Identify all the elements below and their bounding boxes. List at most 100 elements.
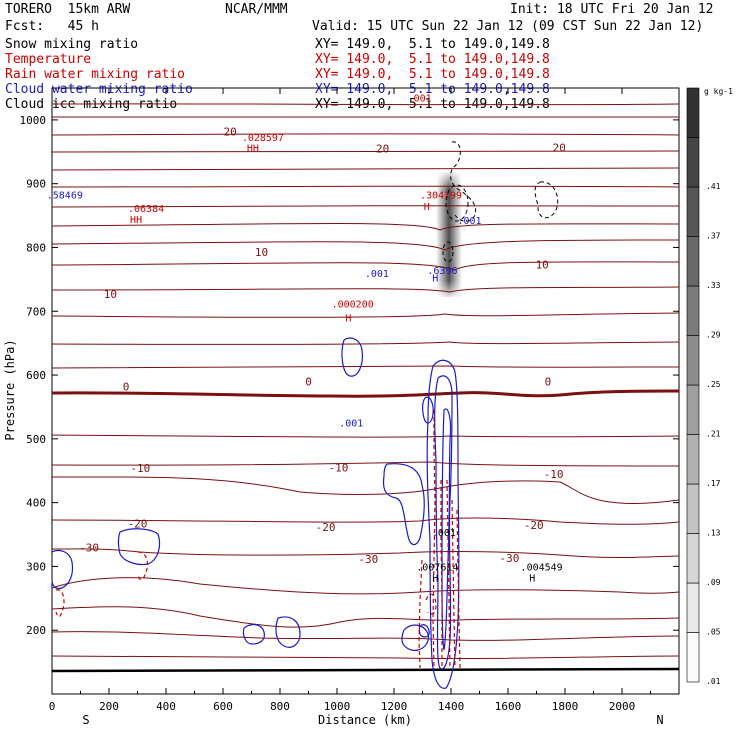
field-label: .000200 bbox=[332, 300, 374, 311]
temperature-label: -20 bbox=[128, 518, 148, 531]
temperature-label: 0 bbox=[305, 375, 312, 388]
field-1-name: Temperature bbox=[5, 52, 92, 67]
x-tick-label: 1000 bbox=[324, 700, 351, 713]
right-endpoint: N bbox=[656, 713, 663, 727]
field-label: H bbox=[432, 273, 438, 284]
y-tick-label: 700 bbox=[26, 305, 46, 318]
field-label: .001 bbox=[457, 216, 481, 227]
field-1-xy: XY= 149.0, 5.1 to 149.0,149.8 bbox=[315, 52, 550, 67]
field-4-name: Cloud ice mixing ratio bbox=[5, 97, 178, 112]
field-0-xy: XY= 149.0, 5.1 to 149.0,149.8 bbox=[315, 37, 550, 52]
temperature-label: 20 bbox=[224, 125, 237, 138]
x-tick-label: 0 bbox=[49, 700, 56, 713]
temperature-label: 10 bbox=[104, 288, 117, 301]
isotherm bbox=[51, 434, 680, 438]
y-tick-label: 200 bbox=[26, 624, 46, 637]
y-tick-label: 1000 bbox=[20, 114, 47, 127]
colorbar-segment bbox=[686, 335, 700, 386]
colorbar-label: .17 bbox=[706, 479, 721, 488]
x-axis: 0 200 400 600 800 1000 1200 1400 1600 1800 2000 bbox=[49, 88, 651, 713]
field-label: H bbox=[529, 573, 535, 584]
y-tick-label: 400 bbox=[26, 497, 46, 510]
temperature-label: 0 bbox=[123, 381, 130, 394]
isotherm bbox=[51, 365, 680, 369]
isotherm bbox=[51, 150, 680, 153]
field-label: .001 bbox=[339, 418, 363, 429]
forecast-hour: Fcst: 45 h bbox=[5, 19, 99, 34]
x-tick-label: 2000 bbox=[609, 700, 636, 713]
field-label: HH bbox=[247, 143, 259, 154]
temperature-label: 10 bbox=[536, 259, 549, 272]
colorbar-segment bbox=[686, 236, 700, 287]
isotherm bbox=[51, 261, 680, 271]
y-tick-label: 300 bbox=[26, 560, 46, 573]
isotherm bbox=[51, 205, 680, 208]
x-axis-label: Distance (km) bbox=[318, 713, 412, 727]
init-time: Init: 18 UTC Fri 20 Jan 12 bbox=[510, 2, 714, 17]
isotherm bbox=[51, 655, 680, 660]
y-tick-label: 500 bbox=[26, 433, 46, 446]
colorbar-label: .05 bbox=[706, 628, 721, 637]
field-2-name: Rain water mixing ratio bbox=[5, 67, 186, 82]
field-label: .58469 bbox=[47, 191, 83, 202]
x-tick-label: 600 bbox=[213, 700, 233, 713]
temperature-contours bbox=[51, 103, 680, 660]
x-tick-label: 800 bbox=[270, 700, 290, 713]
temperature-label: -20 bbox=[316, 521, 336, 534]
colorbar-segment bbox=[686, 632, 700, 683]
y-tick-label: 800 bbox=[26, 241, 46, 254]
field-label: .304199 bbox=[420, 191, 462, 202]
colorbar-label: .33 bbox=[706, 281, 721, 290]
temperature-label: -10 bbox=[328, 462, 348, 475]
field-label: .004549 bbox=[521, 562, 563, 573]
colorbar-label: .29 bbox=[706, 331, 721, 340]
ice-contours bbox=[442, 141, 559, 263]
temperature-label: -30 bbox=[358, 553, 378, 566]
colorbar-label: .25 bbox=[706, 380, 721, 389]
valid-time: Valid: 15 UTC Sun 22 Jan 12 (09 CST Sun … bbox=[312, 19, 704, 34]
field-label: HH bbox=[130, 215, 142, 226]
field-3-name: Cloud water mixing ratio bbox=[5, 82, 193, 97]
field-label: .06384 bbox=[128, 204, 164, 215]
plot-frame bbox=[51, 87, 680, 695]
y-tick-label: 600 bbox=[26, 369, 46, 382]
isotherm bbox=[51, 103, 680, 106]
isotherm bbox=[51, 239, 680, 251]
x-tick-label: 400 bbox=[156, 700, 176, 713]
snow-shading bbox=[436, 172, 462, 297]
colorbar-segment bbox=[686, 434, 700, 485]
temperature-label: -20 bbox=[524, 519, 544, 532]
temperature-label: -10 bbox=[544, 468, 564, 481]
temperature-label: 0 bbox=[545, 375, 552, 388]
field-label: H bbox=[345, 314, 351, 325]
x-tick-label: 200 bbox=[99, 700, 119, 713]
left-endpoint: S bbox=[82, 713, 89, 727]
colorbar-unit: g kg-1 bbox=[704, 87, 733, 96]
isotherm bbox=[51, 116, 680, 118]
temperature-label: -30 bbox=[79, 541, 99, 554]
colorbar-label: .21 bbox=[706, 430, 721, 439]
isotherm bbox=[51, 341, 680, 345]
x-tick-label: 1800 bbox=[552, 700, 579, 713]
isotherm bbox=[51, 476, 680, 504]
field-label: .001 bbox=[408, 94, 432, 105]
field-label: .007614 bbox=[416, 562, 458, 573]
isotherm bbox=[51, 312, 680, 318]
colorbar-label: .01 bbox=[706, 677, 721, 686]
y-tick-label: 900 bbox=[26, 178, 46, 191]
x-tick-label: 1400 bbox=[438, 700, 465, 713]
colorbar-segment bbox=[686, 137, 700, 188]
colorbar-segment bbox=[686, 483, 700, 534]
x-tick-label: 1200 bbox=[381, 700, 408, 713]
isotherm bbox=[51, 461, 680, 467]
field-label: .028597 bbox=[242, 133, 284, 144]
colorbar-label: .41 bbox=[706, 182, 721, 191]
temperature-label: 10 bbox=[255, 246, 268, 259]
isotherm bbox=[51, 577, 680, 595]
colorbar-segment bbox=[686, 582, 700, 633]
zero-isotherm bbox=[51, 389, 680, 398]
isotherm bbox=[51, 286, 680, 293]
temperature-label: 20 bbox=[553, 141, 566, 154]
field-3-xy: XY= 149.0, 5.1 to 149.0,149.8 bbox=[315, 82, 550, 97]
